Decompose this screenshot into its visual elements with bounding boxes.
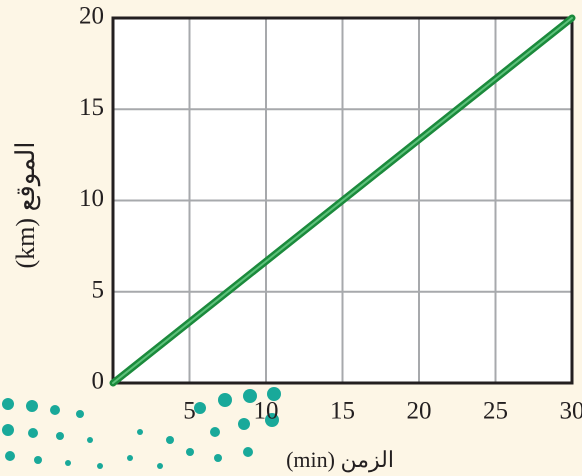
y-tick-label: 10	[79, 185, 104, 212]
y-tick-label: 20	[79, 3, 104, 30]
x-tick-label: 5	[183, 398, 196, 425]
y-tick-label: 15	[79, 94, 104, 121]
y-tick-label: 5	[92, 276, 105, 303]
x-tick-label: 10	[254, 398, 279, 425]
y-axis-title: الموقع (km)	[11, 142, 41, 269]
data-line-highlight	[112, 17, 573, 384]
plot-frame	[111, 16, 574, 385]
x-tick-label: 15	[330, 398, 355, 425]
x-tick-label: 20	[407, 398, 432, 425]
x-tick-label: 25	[483, 398, 508, 425]
y-tick-label: 0	[92, 368, 105, 395]
x-axis-title: الزمن (min)	[286, 447, 394, 473]
x-tick-label: 30	[560, 398, 582, 425]
decorative-dots	[2, 387, 281, 469]
